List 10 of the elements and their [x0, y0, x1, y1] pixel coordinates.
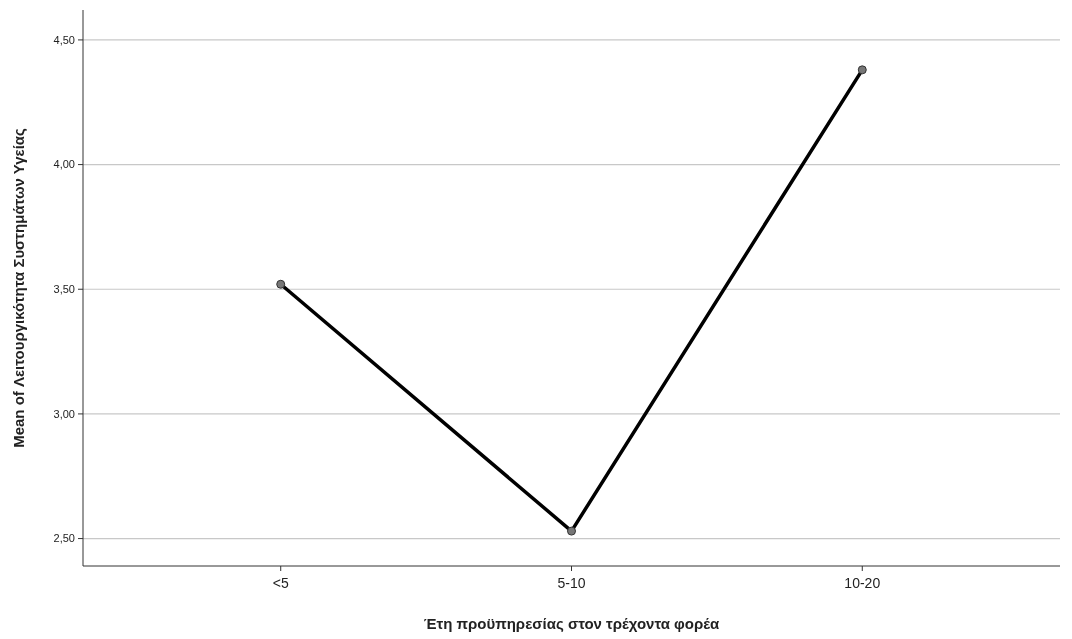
y-tick-label: 4,50 [53, 33, 75, 46]
y-tick-label: 3,50 [53, 283, 75, 296]
y-tick-label: 2,50 [53, 532, 75, 545]
y-axis-title: Mean of Λειτουργικότητα Συστημάτων Υγείας [10, 127, 27, 448]
x-tick-label: 5-10 [557, 575, 586, 591]
x-axis-title: Έτη προϋπηρεσίας στον τρέχοντα φορέα [423, 615, 721, 632]
x-tick-label: <5 [272, 575, 289, 591]
y-tick-label: 3,00 [53, 407, 75, 420]
y-tick-label: 4,00 [53, 158, 75, 171]
x-tick-label: 10-20 [844, 575, 881, 591]
